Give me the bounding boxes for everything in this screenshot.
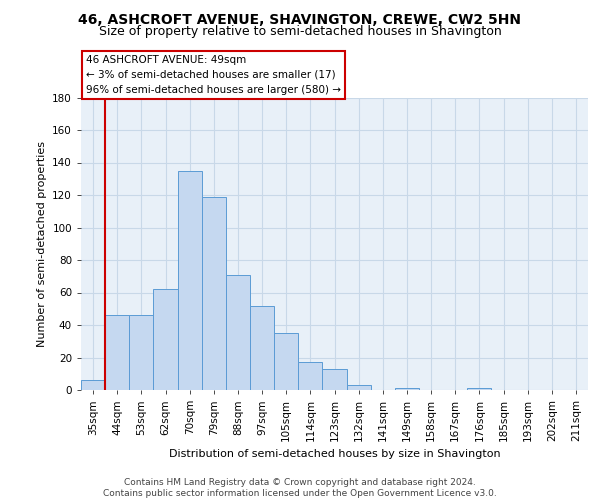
Bar (202, 196, 226, 390)
Text: 46 ASHCROFT AVENUE: 49sqm
← 3% of semi-detached houses are smaller (17)
96% of s: 46 ASHCROFT AVENUE: 49sqm ← 3% of semi-d… (86, 55, 341, 94)
Bar (154, 289, 178, 390)
Bar (81, 380, 105, 390)
Text: 46, ASHCROFT AVENUE, SHAVINGTON, CREWE, CW2 5HN: 46, ASHCROFT AVENUE, SHAVINGTON, CREWE, … (79, 12, 521, 26)
Y-axis label: Number of semi-detached properties: Number of semi-detached properties (37, 141, 47, 347)
Bar (322, 369, 347, 390)
Bar (467, 388, 491, 390)
Bar (226, 274, 250, 390)
Bar (298, 362, 322, 390)
Bar (178, 170, 202, 390)
Bar (250, 306, 274, 390)
Text: Contains HM Land Registry data © Crown copyright and database right 2024.
Contai: Contains HM Land Registry data © Crown c… (103, 478, 497, 498)
Bar (129, 316, 154, 390)
Text: Size of property relative to semi-detached houses in Shavington: Size of property relative to semi-detach… (98, 25, 502, 38)
Bar (105, 316, 129, 390)
Bar (347, 385, 371, 390)
X-axis label: Distribution of semi-detached houses by size in Shavington: Distribution of semi-detached houses by … (169, 450, 500, 460)
Bar (395, 388, 419, 390)
Bar (274, 333, 298, 390)
